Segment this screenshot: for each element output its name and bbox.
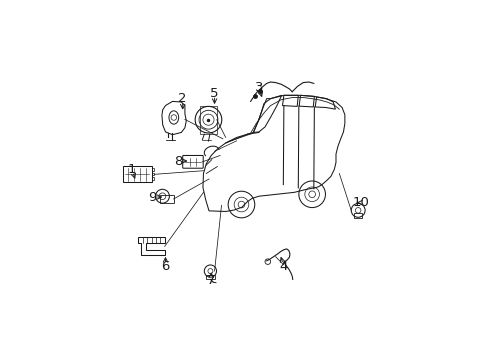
Bar: [151, 177, 154, 180]
Bar: [160, 195, 173, 203]
Bar: [151, 173, 154, 175]
Text: 9: 9: [148, 190, 157, 203]
Text: 3: 3: [254, 81, 263, 94]
Text: 1: 1: [127, 163, 136, 176]
Text: 8: 8: [173, 154, 182, 167]
Text: 6: 6: [161, 260, 169, 273]
Text: 2: 2: [178, 92, 186, 105]
Text: 7: 7: [206, 274, 215, 287]
Text: 5: 5: [210, 87, 218, 100]
Text: 10: 10: [352, 196, 369, 209]
Bar: [122, 166, 151, 183]
Text: 4: 4: [279, 260, 287, 273]
Bar: [200, 107, 216, 134]
Bar: [206, 275, 214, 279]
Bar: [354, 213, 361, 218]
Bar: [151, 168, 154, 171]
